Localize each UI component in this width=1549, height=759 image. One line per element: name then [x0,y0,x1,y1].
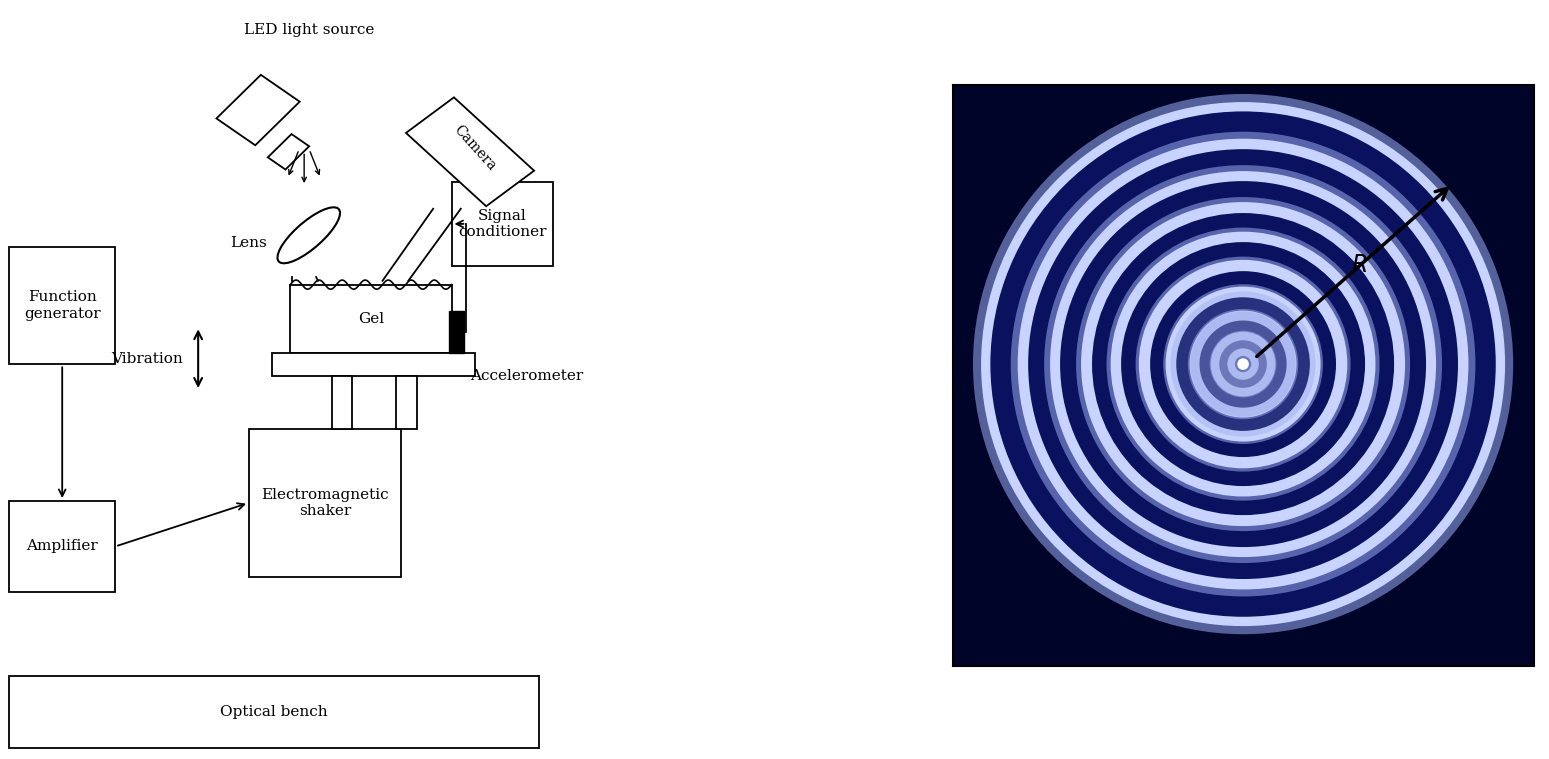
Circle shape [981,102,1506,626]
Circle shape [1139,260,1348,468]
Bar [449,311,463,353]
Circle shape [1149,271,1335,457]
Bar [9,676,539,748]
Circle shape [1210,331,1276,398]
Circle shape [1219,340,1267,388]
Text: Gel: Gel [352,297,376,310]
Text: Function
generator: Function generator [23,291,101,320]
Text: Gel: Gel [358,312,384,326]
Circle shape [1165,287,1321,442]
Circle shape [1111,231,1376,496]
Circle shape [959,80,1527,649]
Text: Vibration: Vibration [112,351,183,366]
Circle shape [1081,202,1405,526]
Circle shape [1227,348,1259,380]
Text: Signal
conditioner: Signal conditioner [459,209,547,239]
Text: Lens: Lens [231,236,268,250]
Text: $R$: $R$ [1351,254,1368,277]
Bar [9,247,115,364]
Circle shape [1060,181,1427,547]
Text: Optical bench: Optical bench [220,704,328,719]
Text: Electromagnetic
shaker: Electromagnetic shaker [262,488,389,518]
Circle shape [1235,356,1252,372]
Circle shape [1238,358,1248,370]
Text: Accelerometer: Accelerometer [469,369,584,383]
Circle shape [1092,213,1394,515]
Text: LED light source: LED light source [243,24,373,37]
Circle shape [1188,309,1298,419]
Circle shape [1044,165,1442,563]
Circle shape [1199,320,1287,408]
Circle shape [1106,228,1380,501]
Circle shape [1010,132,1475,597]
Circle shape [1176,298,1310,431]
Bar [331,376,352,429]
Bar [273,353,474,376]
Circle shape [1190,310,1297,417]
Bar [290,285,452,353]
Bar [9,501,115,592]
Polygon shape [268,134,310,169]
Circle shape [1163,284,1323,444]
Circle shape [1191,312,1295,417]
Circle shape [973,94,1513,635]
Polygon shape [217,75,299,145]
Polygon shape [406,97,534,206]
Circle shape [1227,348,1259,380]
Circle shape [1121,242,1365,486]
Bar [397,376,417,429]
Circle shape [1214,335,1272,393]
Text: Camera: Camera [451,123,499,173]
Circle shape [1135,257,1351,471]
Ellipse shape [277,207,341,263]
Circle shape [1077,197,1410,531]
Circle shape [990,112,1496,617]
Circle shape [1050,171,1436,557]
Circle shape [1029,150,1458,579]
Bar [249,429,401,577]
Circle shape [1211,332,1275,396]
Circle shape [1018,139,1468,590]
Text: Amplifier: Amplifier [26,540,98,553]
Bar [452,182,553,266]
Circle shape [1171,291,1315,436]
